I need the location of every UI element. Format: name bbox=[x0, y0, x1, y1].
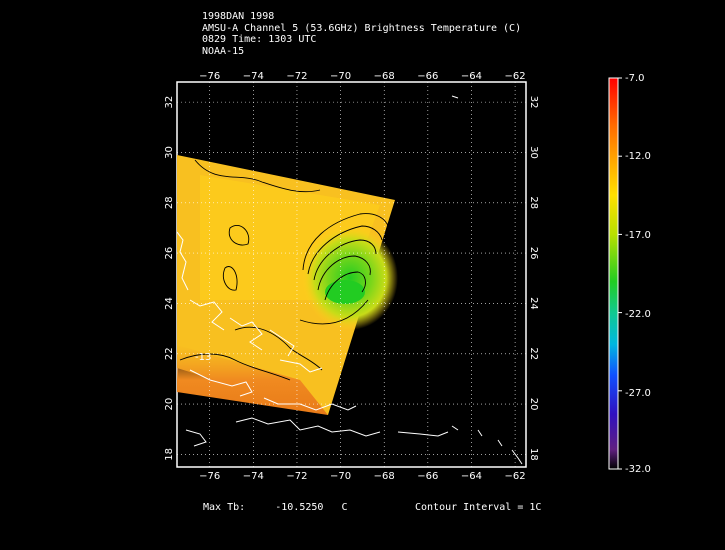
lat-tick-label: 24 bbox=[528, 297, 539, 310]
storm-title: 1998DAN 1998 bbox=[202, 11, 275, 22]
lat-tick-label: 18 bbox=[164, 448, 175, 461]
swath-warm-band bbox=[177, 345, 328, 415]
contour-lines bbox=[179, 159, 389, 381]
max-tb-label: Max Tb: bbox=[203, 502, 246, 513]
lat-tick-label: 20 bbox=[164, 398, 175, 411]
lat-tick-label: 26 bbox=[164, 247, 175, 260]
lon-tick-label: −62 bbox=[505, 471, 526, 482]
lat-tick-label: 26 bbox=[528, 247, 539, 260]
time-line: 0829 Time: 1303 UTC bbox=[202, 34, 317, 45]
colorbar-label: -27.0 bbox=[625, 388, 651, 399]
lat-tick-label: 30 bbox=[528, 146, 539, 159]
lon-tick-label: −74 bbox=[243, 71, 264, 82]
colorbar-ticks bbox=[618, 77, 622, 470]
lon-tick-label: −74 bbox=[243, 471, 264, 482]
max-tb-readout: Max Tb: -10.5250 C bbox=[203, 502, 348, 513]
lon-tick-label: −66 bbox=[417, 71, 438, 82]
lat-tick-label: 32 bbox=[164, 96, 175, 109]
colorbar bbox=[608, 77, 619, 470]
lat-tick-label: 22 bbox=[164, 347, 175, 360]
lon-tick-label: −68 bbox=[374, 71, 395, 82]
lat-tick-label: 18 bbox=[528, 448, 539, 461]
lon-tick-label: −76 bbox=[199, 71, 220, 82]
colorbar-label: -12.0 bbox=[625, 151, 651, 162]
cold-core bbox=[302, 226, 398, 330]
max-tb-value: -10.5250 bbox=[275, 502, 324, 513]
lon-tick-label: −64 bbox=[461, 71, 482, 82]
lat-tick-label: 30 bbox=[164, 146, 175, 159]
lon-tick-label: −72 bbox=[286, 471, 307, 482]
plot-header: 1998DAN 1998 AMSU-A Channel 5 (53.6GHz) … bbox=[202, 11, 521, 57]
lon-tick-label: −76 bbox=[199, 471, 220, 482]
colorbar-label: -7.0 bbox=[625, 73, 645, 84]
graticule bbox=[177, 82, 526, 467]
lon-tick-label: −72 bbox=[286, 71, 307, 82]
lon-tick-label: −70 bbox=[330, 71, 351, 82]
contour-label: -13 bbox=[195, 352, 211, 363]
axis-tick-labels: −76 −76 −74 −74 −72 −72 −70 −70 −68 −68 −66 −66 −64 −… bbox=[164, 71, 539, 482]
lon-tick-label: −62 bbox=[505, 71, 526, 82]
lat-tick-label: 20 bbox=[528, 398, 539, 411]
product-title: AMSU-A Channel 5 (53.6GHz) Brightness Te… bbox=[202, 22, 522, 34]
max-tb-unit: C bbox=[341, 502, 348, 513]
lon-tick-label: −68 bbox=[374, 471, 395, 482]
lat-tick-label: 28 bbox=[164, 196, 175, 209]
lon-tick-label: −70 bbox=[330, 471, 351, 482]
satellite-name: NOAA-15 bbox=[202, 45, 245, 57]
lat-tick-label: 24 bbox=[164, 297, 175, 310]
colorbar-label: -17.0 bbox=[625, 230, 651, 241]
lat-tick-label: 22 bbox=[528, 347, 539, 360]
lon-tick-label: −64 bbox=[461, 471, 482, 482]
lat-tick-label: 28 bbox=[528, 196, 539, 209]
colorbar-label: -32.0 bbox=[625, 464, 651, 475]
lon-tick-label: −66 bbox=[417, 471, 438, 482]
lat-tick-label: 32 bbox=[528, 96, 539, 109]
contour-interval: Contour Interval = 1C bbox=[415, 502, 542, 513]
colorbar-label: -22.0 bbox=[625, 309, 651, 320]
